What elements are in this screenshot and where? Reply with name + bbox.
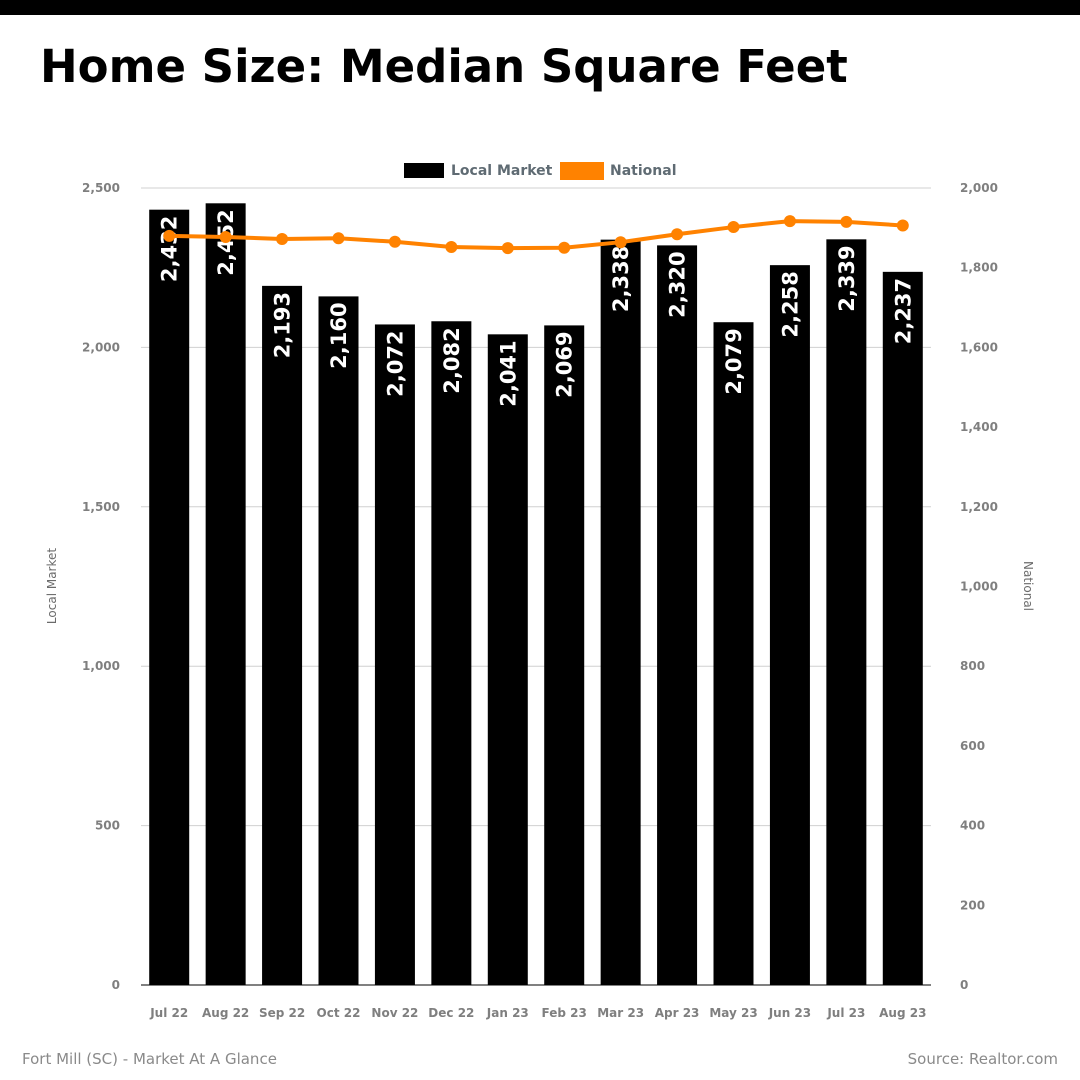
right-axis-tick-label: 2,000 xyxy=(960,181,998,195)
right-axis-tick-label: 600 xyxy=(960,739,985,753)
x-axis-tick-label: Mar 23 xyxy=(597,1006,644,1020)
bar xyxy=(262,285,303,986)
right-axis-tick-label: 1,200 xyxy=(960,500,998,514)
bar xyxy=(374,324,415,985)
x-axis-tick-label: Apr 23 xyxy=(655,1006,700,1020)
x-axis-tick-label: May 23 xyxy=(709,1006,757,1020)
right-axis-tick-label: 0 xyxy=(960,978,968,992)
national-line xyxy=(163,215,909,255)
right-axis-tick-label: 400 xyxy=(960,819,985,833)
legend-label-national: National xyxy=(610,163,677,179)
left-axis-tick-label: 2,500 xyxy=(82,181,120,195)
bar xyxy=(149,209,190,985)
national-point xyxy=(614,236,627,249)
bar xyxy=(657,245,698,985)
legend-swatch-local xyxy=(404,163,444,178)
right-axis-ticks: 0 200 400 600 800 1,000 1,200 1,400 1,600 1,800 2,… xyxy=(960,181,998,992)
national-point xyxy=(501,242,514,255)
bar xyxy=(600,239,641,985)
national-point xyxy=(671,228,684,241)
bar-value-label: 2,069 xyxy=(553,331,577,397)
bar-value-label: 2,160 xyxy=(327,302,351,368)
bar xyxy=(205,203,246,986)
left-axis-tick-label: 1,000 xyxy=(82,659,120,673)
x-axis-tick-label: Jun 23 xyxy=(768,1006,811,1020)
left-axis-ticks: 0 500 1,000 1,500 2,000 2,500 xyxy=(82,181,120,992)
x-axis-tick-label: Sep 22 xyxy=(259,1006,305,1020)
national-point xyxy=(558,241,571,254)
bar-value-label: 2,339 xyxy=(835,245,859,311)
x-axis-tick-label: Aug 23 xyxy=(879,1006,926,1020)
bars xyxy=(149,203,923,986)
bar-value-label: 2,237 xyxy=(891,278,915,344)
left-axis-tick-label: 2,000 xyxy=(82,340,120,354)
national-point xyxy=(276,233,289,246)
right-axis-title: National xyxy=(1021,561,1035,611)
bar-value-label: 2,041 xyxy=(496,340,520,406)
footer-source-right: Source: Realtor.com xyxy=(907,1050,1058,1068)
national-point xyxy=(840,215,853,228)
left-axis-tick-label: 500 xyxy=(95,819,120,833)
national-point xyxy=(332,232,345,245)
national-point xyxy=(219,231,232,244)
right-axis-tick-label: 1,800 xyxy=(960,261,998,275)
legend-swatch-national xyxy=(560,162,604,180)
top-bar xyxy=(0,0,1080,15)
x-axis-tick-label: Oct 22 xyxy=(317,1006,361,1020)
bar xyxy=(769,265,810,985)
right-axis-tick-label: 800 xyxy=(960,659,985,673)
x-axis-tick-label: Jul 23 xyxy=(826,1006,865,1020)
bar-value-label: 2,082 xyxy=(440,327,464,393)
left-axis-title: Local Market xyxy=(45,548,59,624)
chart: 2,4322,4522,1932,1602,0722,0822,0412,069… xyxy=(45,162,1035,1020)
national-series-line xyxy=(169,219,903,251)
bar-value-label: 2,320 xyxy=(666,251,690,317)
legend: Local Market National xyxy=(404,162,677,180)
footer-source-left: Fort Mill (SC) - Market At A Glance xyxy=(22,1050,277,1068)
left-axis-tick-label: 0 xyxy=(112,978,120,992)
national-point xyxy=(388,235,401,248)
national-point xyxy=(163,229,176,242)
bar xyxy=(487,334,528,985)
left-axis-tick-label: 1,500 xyxy=(82,500,120,514)
bar-value-label: 2,338 xyxy=(609,246,633,312)
bar xyxy=(882,271,923,986)
bar xyxy=(544,325,585,985)
national-point xyxy=(445,240,458,253)
bar xyxy=(431,321,472,985)
legend-label-local: Local Market xyxy=(451,163,553,179)
right-axis-tick-label: 1,400 xyxy=(960,420,998,434)
x-axis-tick-label: Jan 23 xyxy=(486,1006,529,1020)
bar-value-label: 2,193 xyxy=(271,292,295,358)
national-point xyxy=(896,219,909,232)
right-axis-tick-label: 1,600 xyxy=(960,340,998,354)
x-axis-tick-label: Dec 22 xyxy=(428,1006,474,1020)
bar xyxy=(318,296,359,986)
bar-value-label: 2,258 xyxy=(778,271,802,337)
national-point xyxy=(783,215,796,228)
right-axis-tick-label: 1,000 xyxy=(960,580,998,594)
x-axis-tick-label: Jul 22 xyxy=(149,1006,188,1020)
bar xyxy=(826,239,867,986)
x-axis-tick-label: Feb 23 xyxy=(542,1006,587,1020)
bar-labels: 2,4322,4522,1932,1602,0722,0822,0412,069… xyxy=(158,209,916,406)
national-point xyxy=(727,221,740,234)
gridlines xyxy=(141,187,931,986)
bar-value-label: 2,079 xyxy=(722,328,746,394)
x-axis-tick-label: Aug 22 xyxy=(202,1006,249,1020)
bar-value-label: 2,432 xyxy=(158,216,182,282)
bar xyxy=(713,322,754,985)
x-axis-tick-label: Nov 22 xyxy=(371,1006,418,1020)
right-axis-tick-label: 200 xyxy=(960,898,985,912)
chart-title: Home Size: Median Square Feet xyxy=(40,40,848,93)
x-axis-ticks: Jul 22 Aug 22 Sep 22 Oct 22 Nov 22 Dec 22 Jan … xyxy=(149,1006,926,1020)
bar-value-label: 2,072 xyxy=(383,330,407,396)
